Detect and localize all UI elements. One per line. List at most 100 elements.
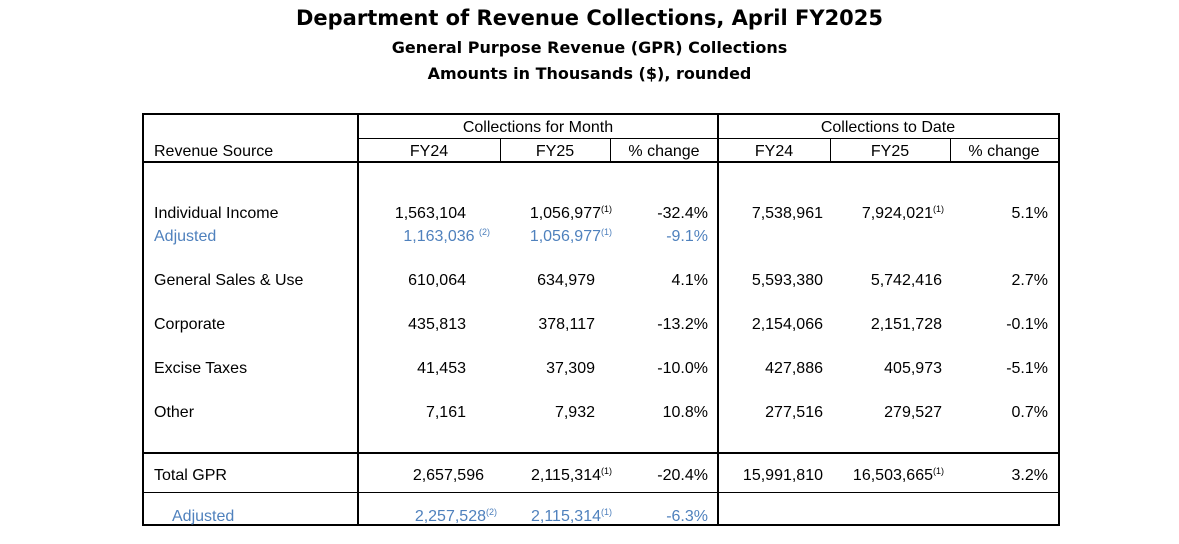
month-pct: 4.1% <box>672 272 708 290</box>
todate-fy25: 7,924,021(1) <box>862 205 944 223</box>
footnote-marker: (1) <box>933 466 944 476</box>
month-fy24: 7,161 <box>426 404 466 422</box>
month-fy25: 2,115,314(1) <box>531 467 612 485</box>
todate-fy24: 15,991,810 <box>743 467 823 485</box>
todate-pct-value: -5.1% <box>1006 360 1048 377</box>
todate-fy24: 7,538,961 <box>752 205 823 223</box>
todate-fy25-value: 405,973 <box>884 360 942 377</box>
todate-fy25-value: 2,151,728 <box>870 316 942 333</box>
row-label-value: Adjusted <box>154 228 217 245</box>
month-pct: 10.8% <box>663 404 708 422</box>
row-label: Corporate <box>154 316 225 334</box>
month-fy25: 7,932 <box>555 404 595 422</box>
row-label: Total GPR <box>154 467 227 485</box>
row-label-value: Excise Taxes <box>154 360 248 377</box>
todate-fy25-value: 7,924,021 <box>861 205 933 222</box>
month-pct-value: -6.3% <box>666 508 708 525</box>
month-pct: -13.2% <box>657 316 708 334</box>
month-fy24-value: 2,657,596 <box>412 467 484 484</box>
month-fy24-value: 435,813 <box>408 316 466 333</box>
row-label: Excise Taxes <box>154 360 247 378</box>
row-label: Other <box>154 404 194 422</box>
todate-fy25-value: 16,503,665 <box>852 467 933 484</box>
month-fy25: 378,117 <box>538 316 595 334</box>
row-label: Adjusted <box>154 228 216 246</box>
header-revenue-source: Revenue Source <box>154 143 274 160</box>
row-label: Individual Income <box>154 205 279 223</box>
header-todate-fy24: FY24 <box>754 143 794 160</box>
row-label-value: General Sales & Use <box>154 272 304 289</box>
footnote-marker: (1) <box>601 227 612 237</box>
todate-fy25: 16,503,665(1) <box>853 467 944 485</box>
todate-fy25: 405,973 <box>884 360 942 378</box>
month-pct-value: -13.2% <box>657 316 708 333</box>
header-month-fy25: FY25 <box>535 143 575 160</box>
month-fy24: 1,563,104 <box>395 205 466 223</box>
todate-pct: 3.2% <box>1012 467 1048 485</box>
todate-fy24-value: 15,991,810 <box>742 467 823 484</box>
row-label-value: Total GPR <box>154 467 227 484</box>
row-label-value: Corporate <box>154 316 226 333</box>
month-pct-value: -20.4% <box>657 467 708 484</box>
month-fy25-value: 2,115,314 <box>531 467 601 484</box>
month-fy24: 610,064 <box>408 272 466 290</box>
month-fy25: 1,056,977(1) <box>530 228 612 246</box>
month-fy24-value: 1,563,104 <box>394 205 466 222</box>
month-fy25: 634,979 <box>537 272 595 290</box>
header-todate-fy25: FY25 <box>870 143 910 160</box>
month-fy25: 2,115,314(1) <box>531 508 612 526</box>
todate-fy24-value: 7,538,961 <box>751 205 823 222</box>
month-fy24: 2,657,596 <box>413 467 484 485</box>
row-label-value: Other <box>154 404 195 421</box>
todate-pct-value: 5.1% <box>1011 205 1048 222</box>
month-pct: -10.0% <box>657 360 708 378</box>
month-pct: -6.3% <box>666 508 708 526</box>
month-fy25: 1,056,977(1) <box>530 205 612 223</box>
footnote-marker: (2) <box>479 227 490 237</box>
todate-fy25: 2,151,728 <box>871 316 942 334</box>
subtitle: General Purpose Revenue (GPR) Collection… <box>391 38 788 57</box>
footnote-marker: (2) <box>486 507 497 517</box>
month-pct: -9.1% <box>666 228 708 246</box>
todate-fy24-value: 2,154,066 <box>751 316 823 333</box>
month-fy24: 41,453 <box>417 360 466 378</box>
todate-pct-value: -0.1% <box>1006 316 1048 333</box>
page-title: Department of Revenue Collections, April… <box>295 6 884 30</box>
month-fy25-value: 1,056,977 <box>529 205 601 222</box>
footnote-marker: (1) <box>933 204 944 214</box>
todate-pct: 5.1% <box>1012 205 1048 223</box>
month-fy25-value: 1,056,977 <box>529 228 601 245</box>
todate-fy25: 279,527 <box>884 404 942 422</box>
month-fy24-value: 41,453 <box>417 360 466 377</box>
header-month-pct: % change <box>628 143 700 160</box>
todate-pct-value: 0.7% <box>1011 404 1048 421</box>
month-pct-value: -9.1% <box>666 228 708 245</box>
month-fy25: 37,309 <box>546 360 595 378</box>
todate-pct: 0.7% <box>1012 404 1048 422</box>
row-label-value: Individual Income <box>154 205 279 222</box>
month-pct-value: 4.1% <box>671 272 708 289</box>
header-todate-pct: % change <box>968 143 1040 160</box>
todate-fy25-value: 5,742,416 <box>870 272 942 289</box>
todate-fy24-value: 277,516 <box>765 404 823 421</box>
month-fy24: 2,257,528(2) <box>415 508 497 526</box>
month-fy24-value: 1,163,036 <box>403 228 479 245</box>
month-pct-value: -10.0% <box>657 360 708 377</box>
todate-fy25-value: 279,527 <box>884 404 942 421</box>
todate-pct: 2.7% <box>1012 272 1048 290</box>
month-pct: -32.4% <box>657 205 708 223</box>
month-pct-value: 10.8% <box>662 404 708 421</box>
month-fy25-value: 634,979 <box>537 272 595 289</box>
todate-pct-value: 3.2% <box>1011 467 1048 484</box>
row-label-value: Adjusted <box>172 508 235 525</box>
header-month-fy24: FY24 <box>409 143 449 160</box>
todate-pct: -5.1% <box>1006 360 1048 378</box>
header-month-group: Collections for Month <box>462 119 614 136</box>
month-pct: -20.4% <box>657 467 708 485</box>
todate-fy24: 5,593,380 <box>752 272 823 290</box>
row-label: General Sales & Use <box>154 272 303 290</box>
month-fy24-value: 2,257,528 <box>414 508 486 525</box>
month-fy24-value: 7,161 <box>425 404 466 421</box>
row-label: Adjusted <box>172 508 234 526</box>
todate-fy24: 2,154,066 <box>752 316 823 334</box>
